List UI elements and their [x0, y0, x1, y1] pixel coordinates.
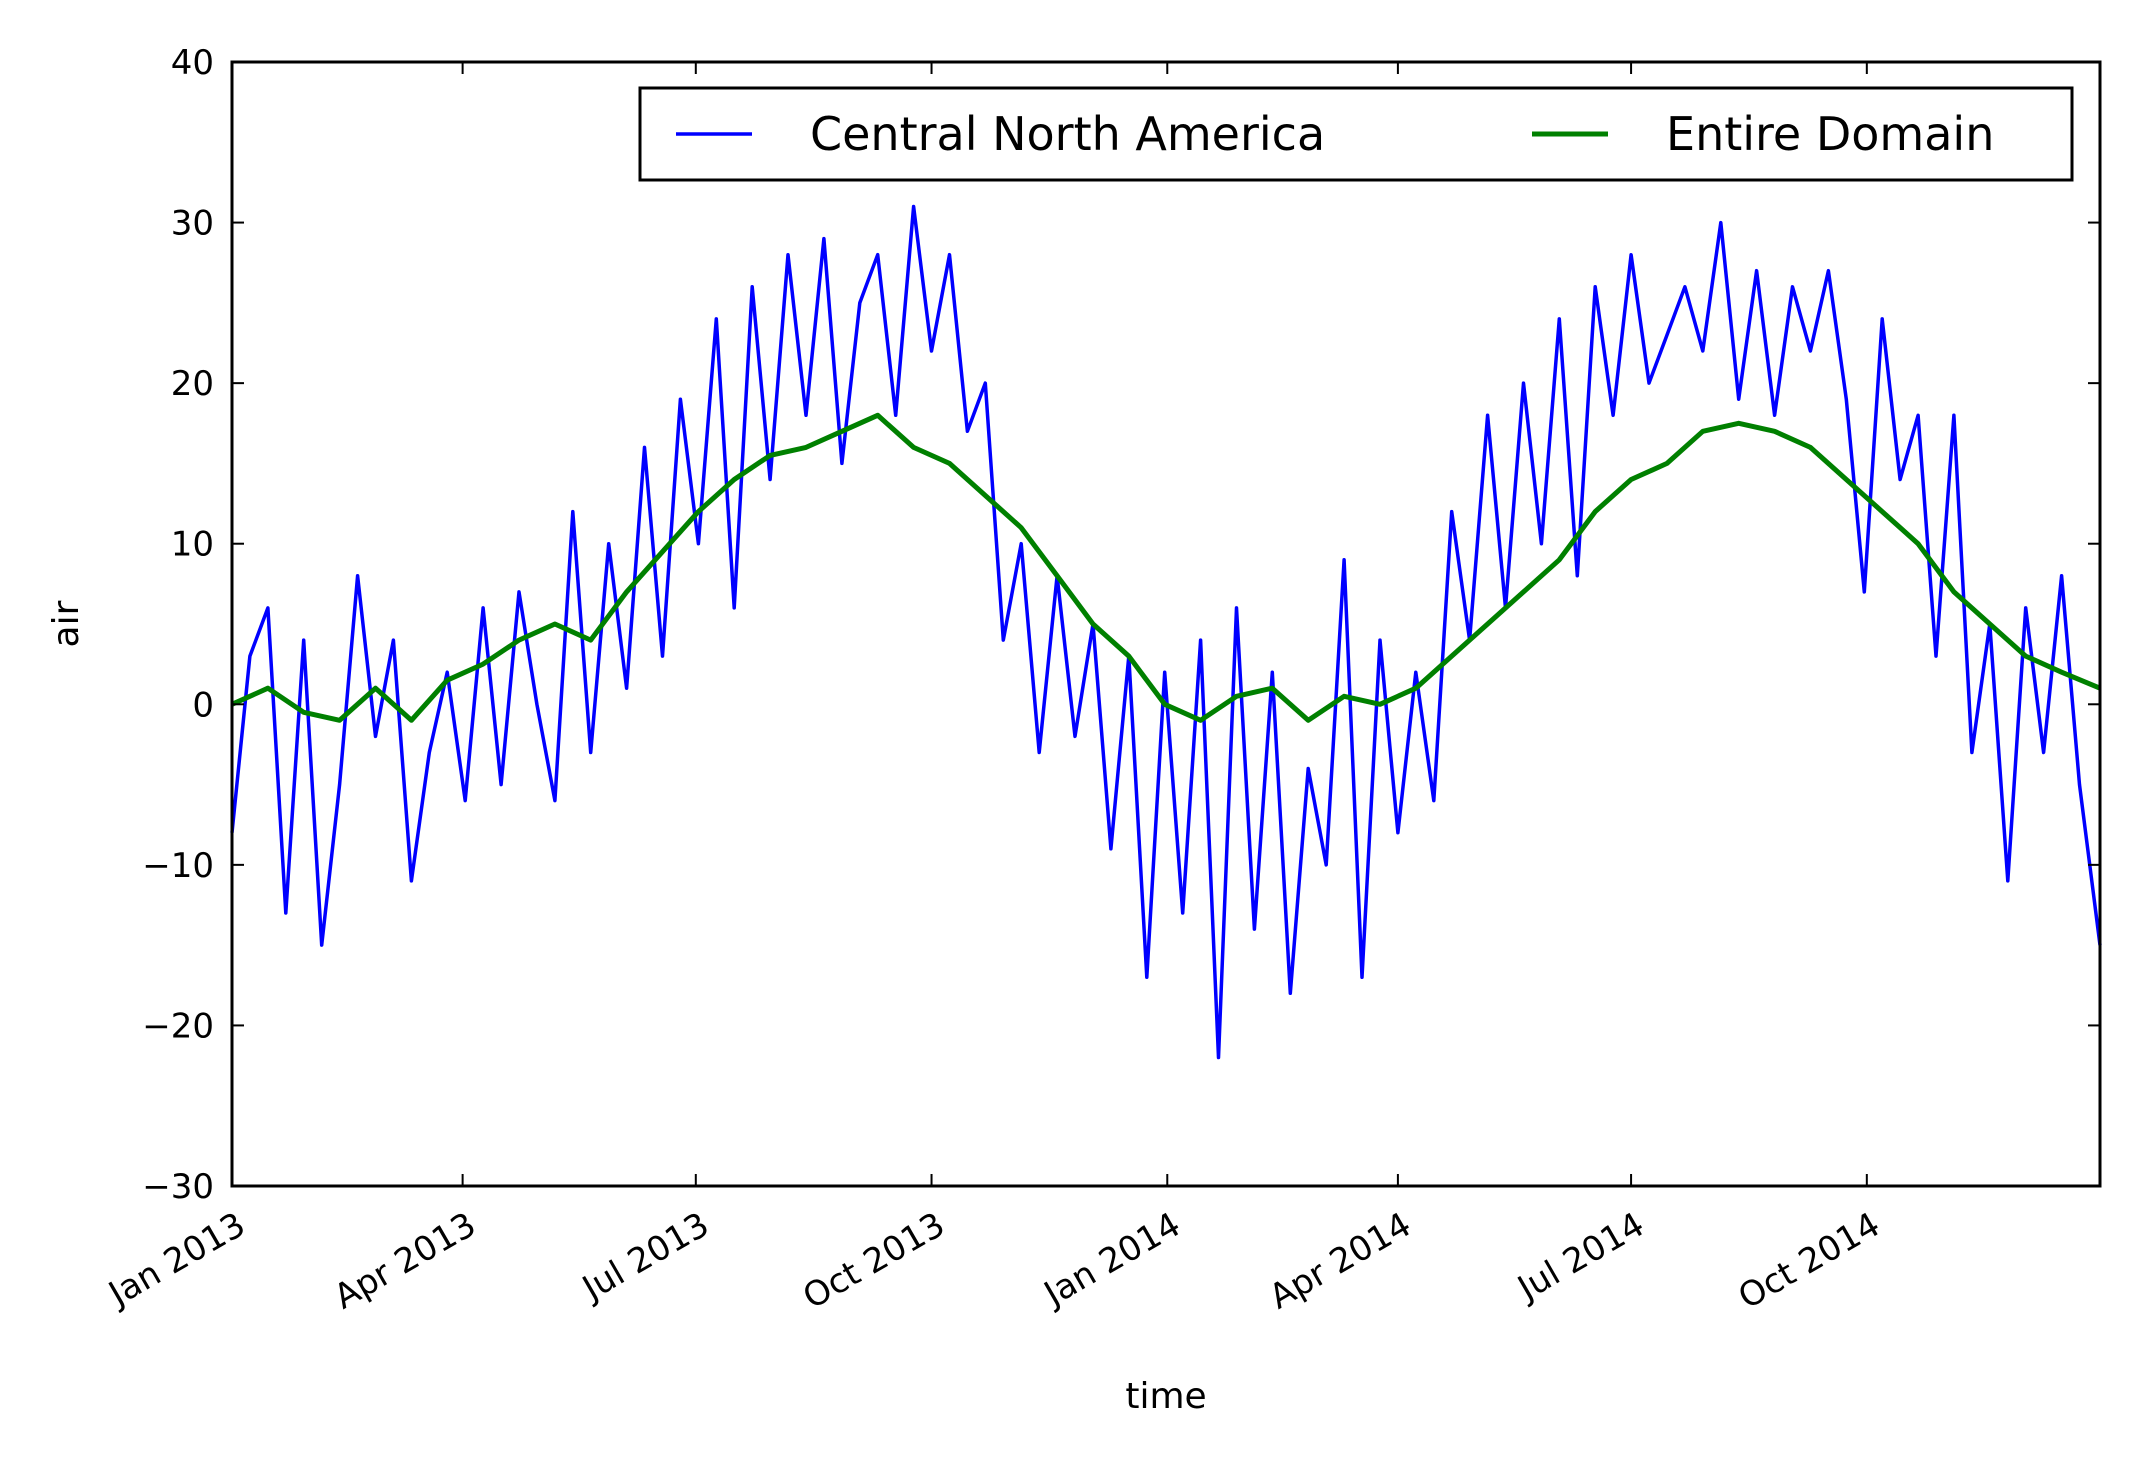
x-tick-label: Jul 2013 — [574, 1205, 716, 1310]
y-tick-label: 30 — [171, 204, 214, 244]
legend: Central North America Entire Domain — [638, 86, 2074, 182]
series-line-entire-domain — [230, 412, 2101, 723]
legend-label: Central North America — [810, 107, 1325, 161]
x-tick-label: Apr 2014 — [1263, 1205, 1418, 1318]
x-tick-label: Jan 2014 — [1036, 1205, 1187, 1316]
y-tick-label: 20 — [171, 364, 214, 404]
y-tick-label: 0 — [192, 685, 214, 725]
legend-box — [638, 86, 2074, 182]
x-tick-label: Oct 2013 — [796, 1205, 951, 1318]
x-tick-label: Oct 2014 — [1732, 1205, 1887, 1318]
x-tick-label: Apr 2013 — [327, 1205, 482, 1318]
x-tick-label: Jul 2014 — [1510, 1205, 1652, 1310]
y-axis-label: air — [46, 600, 87, 647]
series-line-central-north-america — [230, 204, 2102, 1060]
plot-area — [230, 204, 2102, 1060]
x-tick-label: Jan 2013 — [101, 1205, 252, 1316]
y-tick-label: −20 — [142, 1006, 214, 1046]
y-tick-label: −30 — [142, 1167, 214, 1207]
plot-frame — [230, 60, 2102, 1188]
x-axis-label: time — [1125, 1376, 1206, 1417]
y-tick-label: 10 — [171, 525, 214, 565]
legend-label: Entire Domain — [1666, 107, 1994, 161]
y-tick-label: 40 — [171, 43, 214, 83]
y-tick-label: −10 — [142, 846, 214, 886]
